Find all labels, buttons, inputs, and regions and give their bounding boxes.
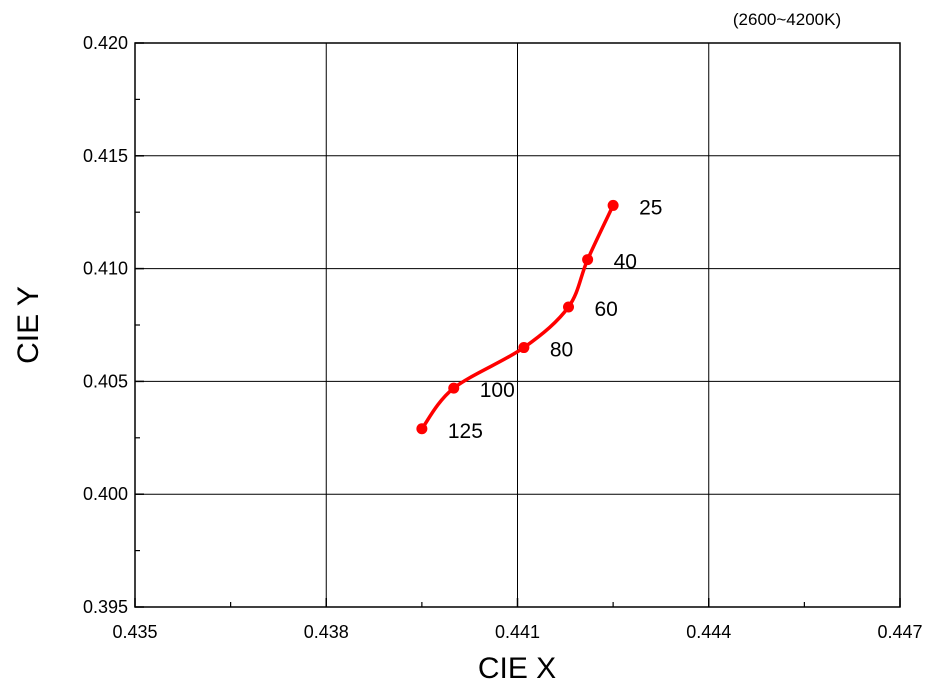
temperature-range-annotation: (2600~4200K)	[733, 10, 841, 29]
data-point	[563, 301, 574, 313]
data-point-label: 40	[614, 251, 637, 274]
x-tick-label: 0.441	[495, 622, 540, 642]
y-axis-title: CIE Y	[12, 286, 45, 364]
y-tick-label: 0.400	[83, 484, 128, 504]
data-point	[448, 382, 460, 394]
y-tick-label: 0.395	[83, 597, 128, 617]
y-tick-label: 0.420	[83, 33, 128, 53]
data-point	[518, 342, 530, 354]
y-tick-label: 0.415	[83, 146, 128, 166]
y-tick-labels: 0.395 0.400 0.405 0.410 0.415 0.420	[83, 33, 128, 617]
x-tick-label: 0.438	[304, 622, 349, 642]
x-tick-labels: 0.435 0.438 0.441 0.444 0.447	[112, 622, 922, 642]
x-axis-title: CIE X	[478, 652, 556, 685]
data-point-label: 100	[480, 379, 515, 402]
data-point	[607, 199, 619, 211]
data-points	[416, 199, 619, 435]
y-tick-label: 0.405	[83, 371, 128, 391]
data-point-label: 60	[595, 298, 618, 321]
data-point	[416, 423, 428, 435]
data-point-label: 125	[448, 420, 483, 443]
data-point	[582, 254, 594, 266]
data-point-label: 80	[550, 339, 573, 362]
data-point-label: 25	[639, 196, 662, 219]
data-point-labels: 125 100 80 60 40 25	[448, 196, 663, 442]
x-tick-label: 0.447	[877, 622, 922, 642]
x-tick-label: 0.444	[686, 622, 731, 642]
y-tick-label: 0.410	[83, 259, 128, 279]
axis-ticks	[134, 42, 901, 608]
grid-lines	[135, 43, 900, 607]
x-tick-label: 0.435	[112, 622, 157, 642]
